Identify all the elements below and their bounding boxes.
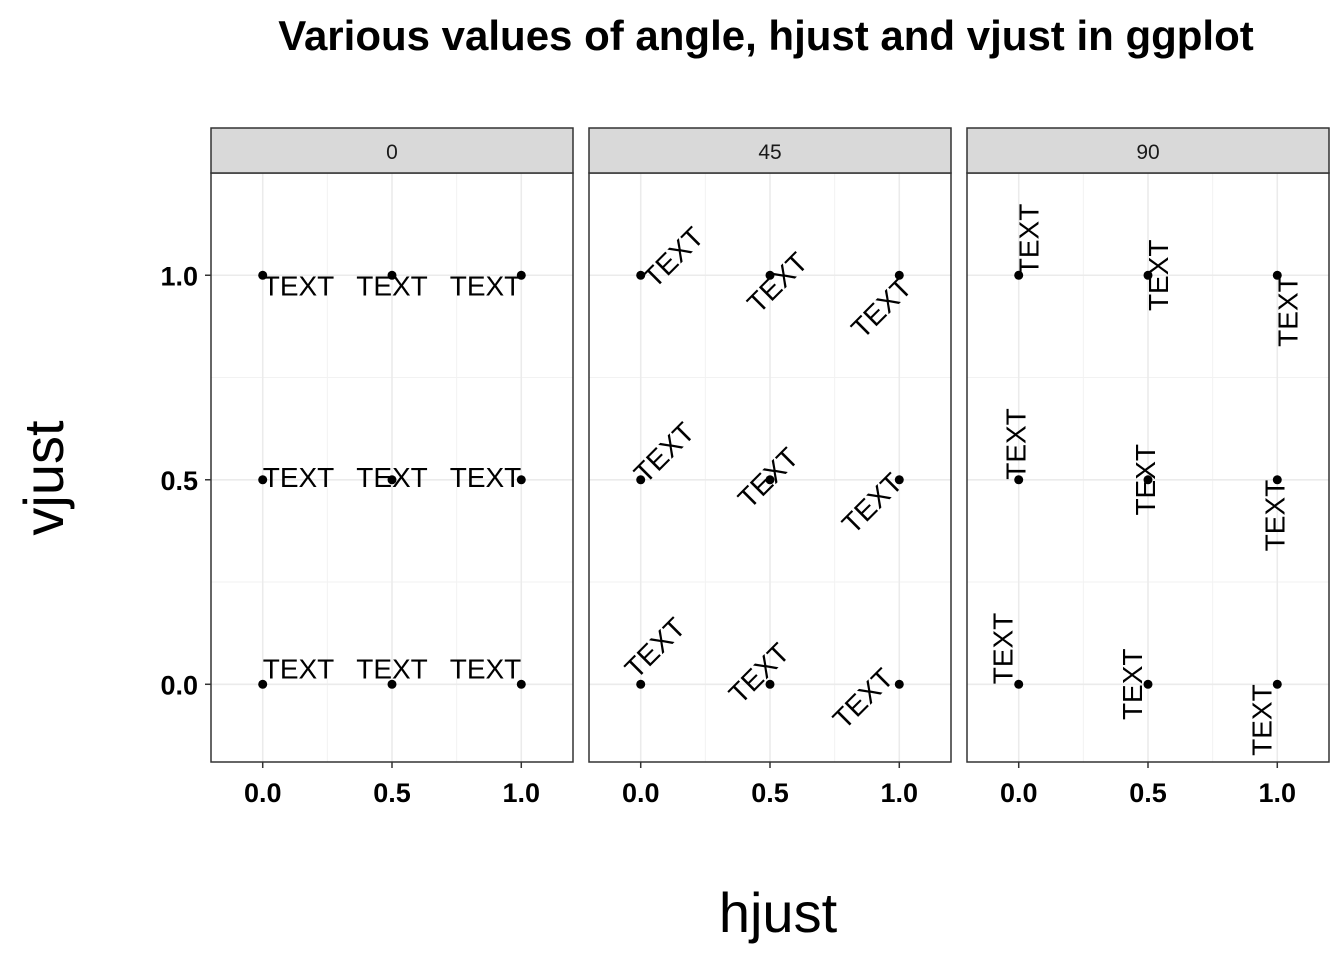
- data-point: [516, 270, 526, 280]
- data-point: [894, 270, 904, 280]
- point-label: TEXT: [1014, 204, 1045, 276]
- data-point: [1143, 270, 1153, 280]
- x-tick-label: 1.0: [1259, 778, 1297, 808]
- data-point: [258, 270, 268, 280]
- facet-strip-label: 0: [386, 141, 398, 164]
- data-point: [894, 679, 904, 689]
- x-tick-label: 0.0: [1000, 778, 1038, 808]
- data-point: [765, 270, 775, 280]
- x-tick-label: 0.0: [622, 778, 660, 808]
- data-point: [1272, 270, 1282, 280]
- point-label: TEXT: [263, 462, 335, 493]
- point-label: TEXT: [1272, 275, 1303, 347]
- x-tick-label: 0.5: [1129, 778, 1167, 808]
- facet-strip: [966, 127, 1330, 174]
- data-point: [1143, 679, 1153, 689]
- data-point: [765, 475, 775, 485]
- data-point: [636, 475, 646, 485]
- facet-strip-label: 45: [758, 141, 781, 164]
- data-point: [765, 679, 775, 689]
- point-label: TEXT: [1143, 239, 1174, 311]
- data-point: [258, 679, 268, 689]
- point-label: TEXT: [1259, 480, 1290, 552]
- data-point: [387, 679, 397, 689]
- point-label: TEXT: [1001, 408, 1032, 480]
- facet-strip-label: 90: [1136, 141, 1159, 164]
- point-label: TEXT: [450, 462, 522, 493]
- x-tick-label: 1.0: [503, 778, 541, 808]
- chart-title: Various values of angle, hjust and vjust…: [278, 12, 1253, 59]
- x-tick-label: 0.0: [244, 778, 282, 808]
- facet-panel-0: TEXT TEXT TEXT TEXT TEXT TEXT TEXT TEXT TEXT 0 0.0…: [210, 127, 574, 808]
- data-point: [894, 475, 904, 485]
- y-tick-label: 0.0: [160, 670, 198, 700]
- x-axis-title: hjust: [719, 881, 838, 944]
- data-point: [387, 475, 397, 485]
- facet-strip: [588, 127, 952, 174]
- point-label: TEXT: [988, 613, 1019, 685]
- data-point: [1272, 475, 1282, 485]
- data-point: [387, 270, 397, 280]
- data-point: [516, 679, 526, 689]
- data-point: [258, 475, 268, 485]
- y-axis-title: vjust: [12, 420, 75, 536]
- x-tick-label: 0.5: [751, 778, 789, 808]
- point-label: TEXT: [263, 653, 335, 684]
- data-point: [1014, 475, 1024, 485]
- data-point: [1014, 270, 1024, 280]
- data-point: [1143, 475, 1153, 485]
- point-label: TEXT: [450, 653, 522, 684]
- point-label: TEXT: [1117, 648, 1148, 720]
- point-label: TEXT: [263, 270, 335, 301]
- data-point: [1272, 679, 1282, 689]
- point-label: TEXT: [356, 653, 428, 684]
- x-tick-label: 0.5: [373, 778, 411, 808]
- data-point: [516, 475, 526, 485]
- facet-strip: [210, 127, 574, 174]
- point-label: TEXT: [1246, 684, 1277, 756]
- point-label: TEXT: [1130, 444, 1161, 516]
- data-point: [636, 679, 646, 689]
- x-tick-label: 1.0: [881, 778, 919, 808]
- data-point: [636, 270, 646, 280]
- point-label: TEXT: [356, 270, 428, 301]
- point-label: TEXT: [450, 270, 522, 301]
- y-tick-label: 0.5: [160, 466, 198, 496]
- y-tick-label: 1.0: [160, 261, 198, 291]
- facet-panels: TEXT TEXT TEXT TEXT TEXT TEXT TEXT TEXT TEXT 0 0.0…: [160, 127, 1330, 808]
- point-label: TEXT: [356, 462, 428, 493]
- data-point: [1014, 679, 1024, 689]
- facet-panel-90: TEXT TEXT TEXT TEXT TEXT TEXT TEXT TEXT TEXT 90 0.…: [966, 127, 1330, 808]
